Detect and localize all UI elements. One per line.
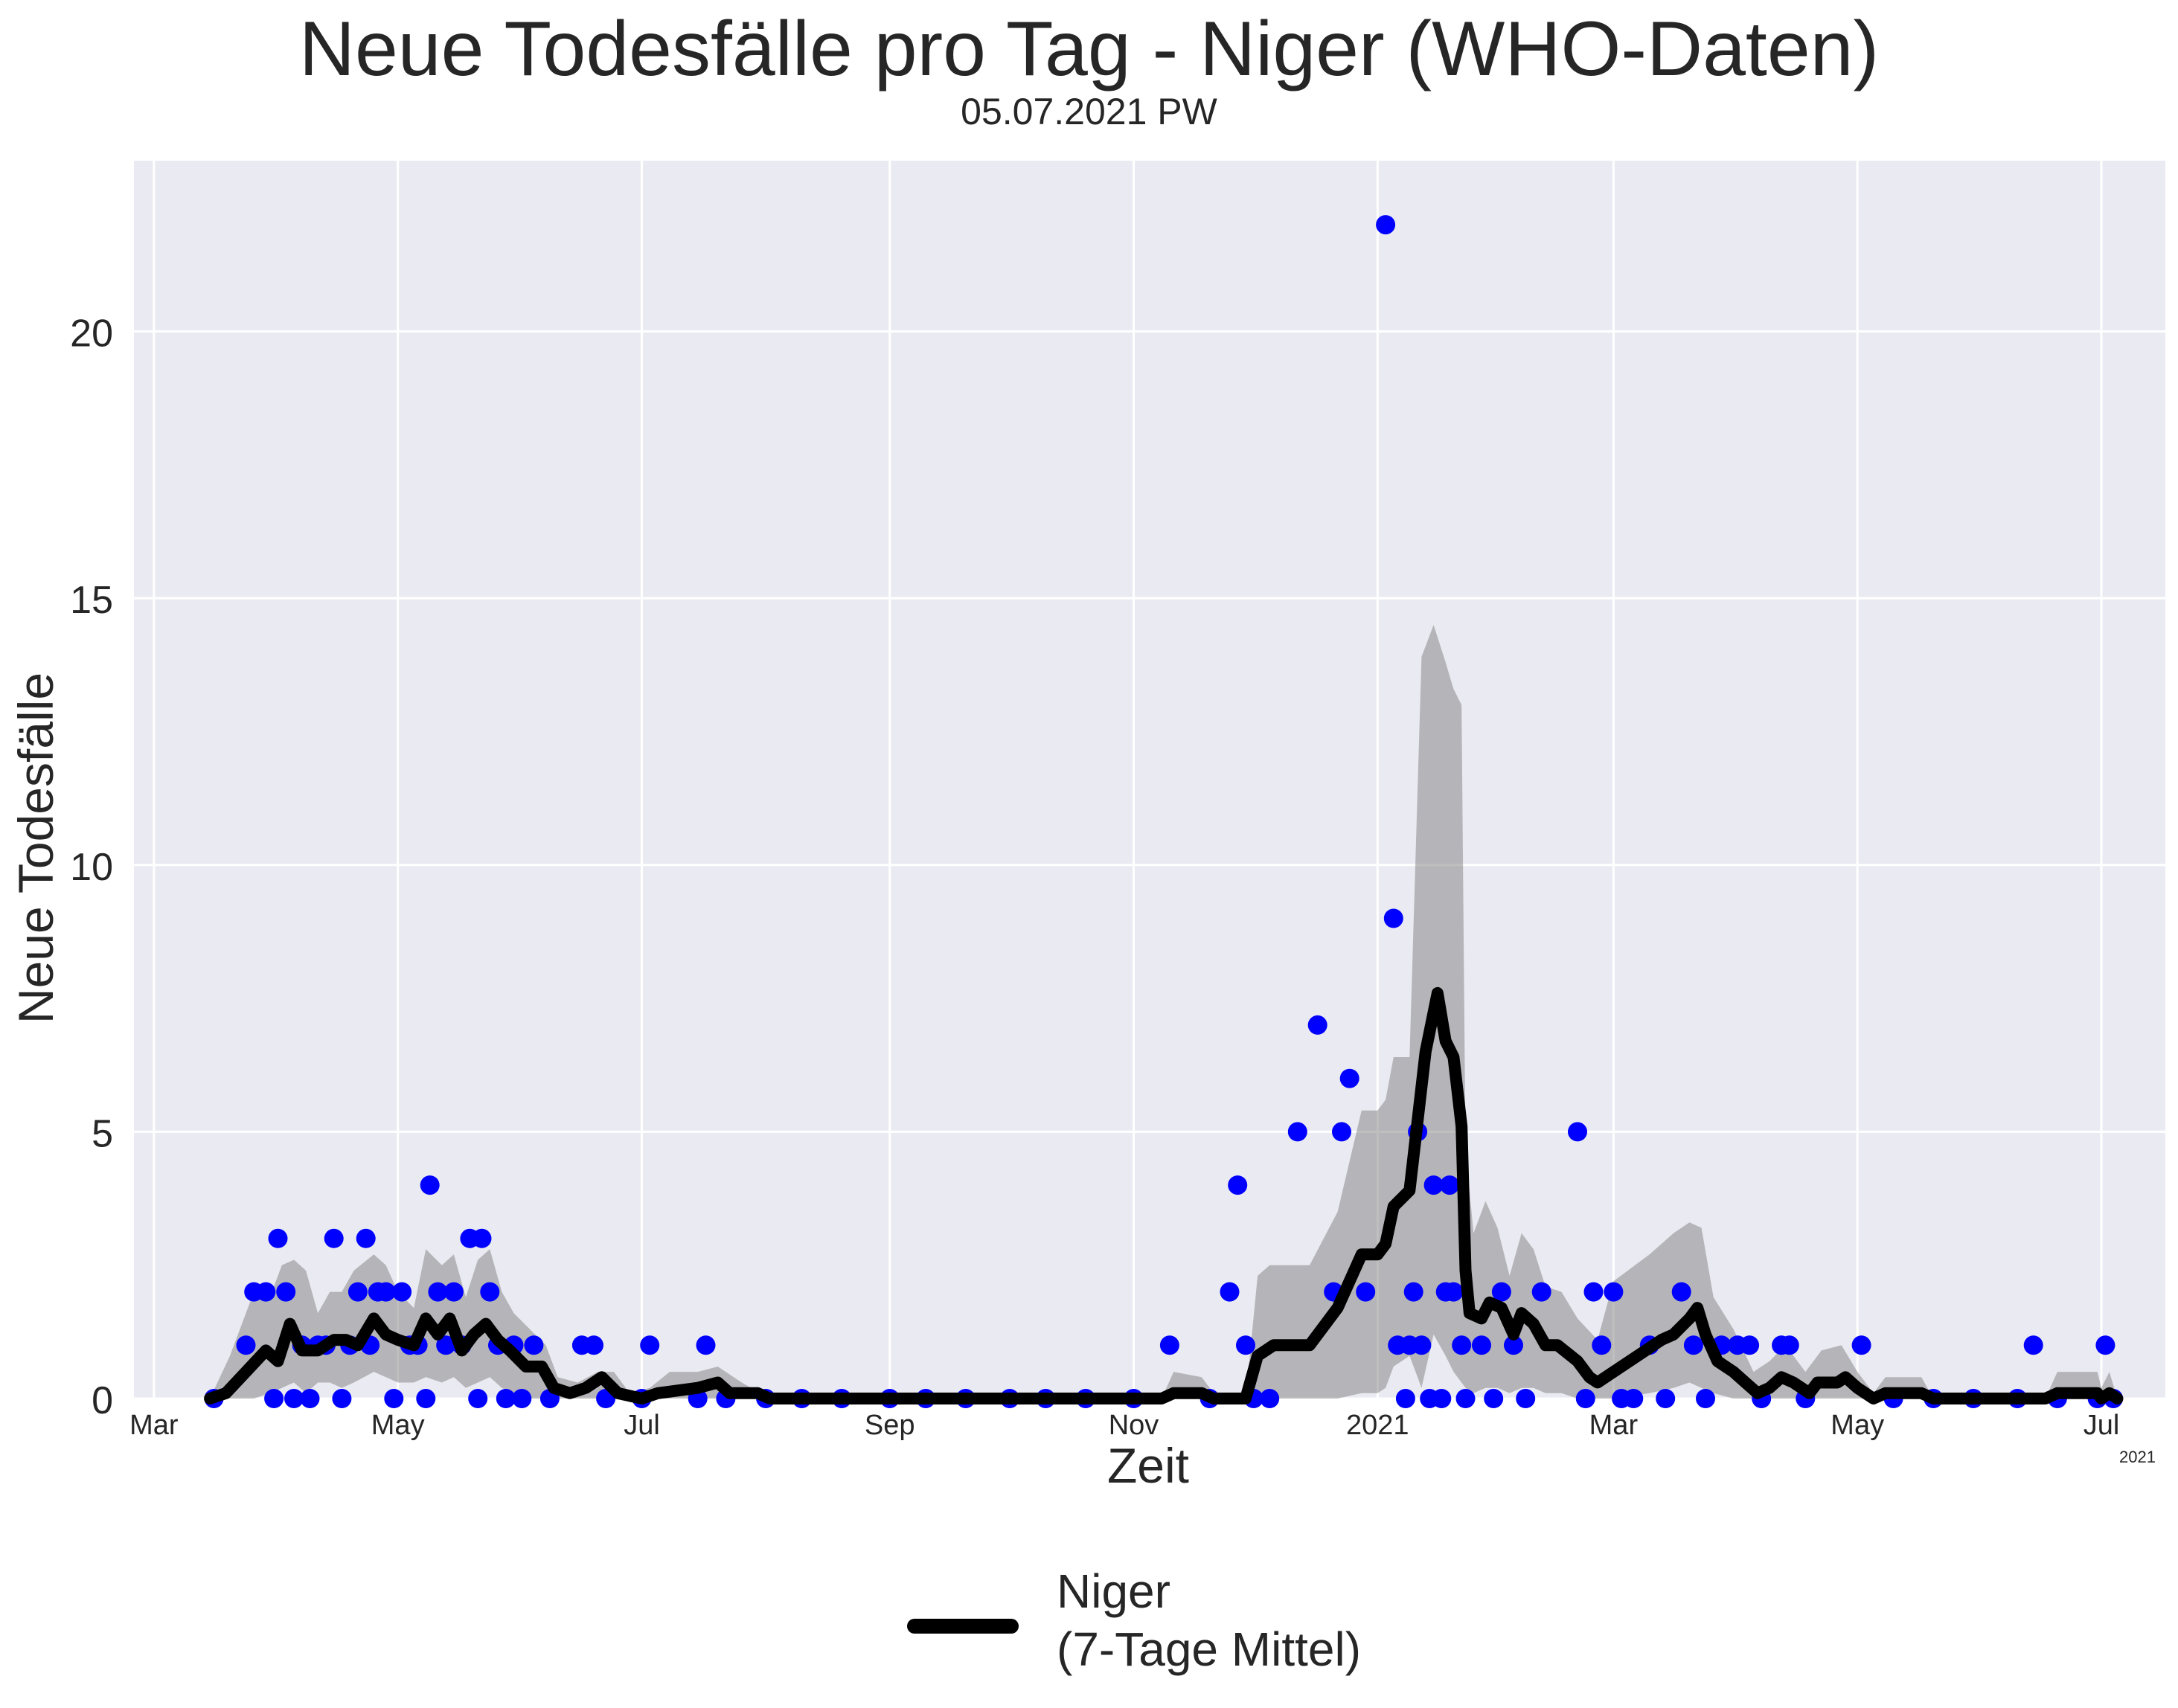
daily-point: [256, 1282, 276, 1302]
daily-point: [2023, 1335, 2043, 1355]
daily-point: [236, 1335, 256, 1355]
y-tick-label: 10: [70, 846, 113, 889]
daily-point: [392, 1282, 412, 1302]
x-tick-label: Mar: [1589, 1410, 1639, 1441]
daily-point: [472, 1228, 492, 1248]
average-line: [204, 986, 2124, 1404]
daily-point: [1339, 1068, 1359, 1088]
daily-point: [1504, 1335, 1523, 1355]
daily-point: [332, 1389, 352, 1408]
daily-point: [1516, 1389, 1536, 1408]
x-tick-label: May: [1831, 1410, 1884, 1441]
daily-point: [1307, 1015, 1327, 1035]
daily-point: [1260, 1389, 1280, 1408]
daily-point: [420, 1175, 440, 1195]
daily-point: [1656, 1389, 1676, 1408]
daily-point: [496, 1389, 516, 1408]
daily-point: [1484, 1389, 1504, 1408]
daily-point: [324, 1228, 344, 1248]
daily-point: [1671, 1282, 1691, 1302]
daily-point: [1412, 1335, 1432, 1355]
daily-point: [1403, 1282, 1423, 1302]
x-axis-offset-label: 2021: [2119, 1448, 2156, 1466]
daily-point: [384, 1389, 404, 1408]
x-tick-label: 2021: [1346, 1410, 1409, 1441]
x-tick-label: Jul: [624, 1410, 660, 1441]
daily-point: [1236, 1335, 1255, 1355]
daily-point: [1220, 1282, 1240, 1302]
y-tick-label: 0: [92, 1379, 113, 1422]
daily-point: [347, 1282, 368, 1302]
x-tick-label: Nov: [1109, 1410, 1159, 1441]
daily-point: [1228, 1175, 1248, 1195]
daily-point: [1592, 1335, 1612, 1355]
daily-point: [1376, 215, 1396, 235]
daily-point: [468, 1389, 488, 1408]
daily-point: [1583, 1282, 1604, 1302]
daily-point: [1740, 1335, 1760, 1355]
daily-point: [1452, 1335, 1472, 1355]
y-tick-label: 5: [92, 1112, 113, 1155]
daily-point: [1395, 1389, 1415, 1408]
daily-point: [1683, 1335, 1703, 1355]
daily-point: [1440, 1175, 1460, 1195]
tick-labels: 0 5 10 15 20 Mar May Jul Sep Nov 2021 Mar May Jul: [70, 312, 2119, 1441]
daily-point: [300, 1389, 320, 1408]
daily-point: [1332, 1122, 1351, 1142]
daily-point: [436, 1335, 456, 1355]
daily-point: [416, 1389, 436, 1408]
daily-point: [584, 1335, 603, 1355]
plot-area: [134, 161, 2165, 1399]
daily-point: [284, 1389, 304, 1408]
daily-point: [1383, 908, 1403, 928]
daily-point: [1604, 1282, 1624, 1302]
daily-point: [1356, 1282, 1376, 1302]
daily-point: [264, 1389, 284, 1408]
daily-point: [480, 1282, 500, 1302]
x-tick-label: May: [371, 1410, 425, 1441]
daily-point: [1444, 1282, 1464, 1302]
daily-point: [376, 1282, 396, 1302]
average-line-layer: [204, 986, 2124, 1404]
chart-subtitle: 05.07.2021 PW: [961, 91, 1217, 132]
legend-line-swatch: [907, 1619, 1019, 1634]
x-tick-label: Jul: [2083, 1410, 2120, 1441]
legend: Niger (7-Tage Mittel): [904, 1562, 1425, 1689]
daily-point: [1455, 1389, 1476, 1408]
daily-point: [696, 1335, 716, 1355]
legend-label: Niger (7-Tage Mittel): [1057, 1564, 1361, 1676]
daily-point: [512, 1389, 532, 1408]
daily-point: [1491, 1282, 1511, 1302]
y-tick-label: 15: [70, 579, 113, 622]
daily-point: [1531, 1282, 1551, 1302]
daily-point: [1159, 1335, 1179, 1355]
daily-point: [1472, 1335, 1491, 1355]
daily-point: [1432, 1389, 1452, 1408]
daily-point: [1851, 1335, 1871, 1355]
x-axis-label: Zeit: [1106, 1438, 1190, 1493]
daily-point: [1696, 1389, 1715, 1408]
daily-point: [428, 1282, 448, 1302]
daily-point: [1568, 1122, 1587, 1142]
daily-point: [2095, 1335, 2115, 1355]
daily-point: [1423, 1175, 1444, 1195]
daily-point: [443, 1282, 464, 1302]
y-tick-label: 20: [70, 312, 113, 356]
daily-point: [640, 1335, 660, 1355]
range-band-layer: [210, 625, 2118, 1399]
daily-point: [1287, 1122, 1307, 1142]
daily-point: [268, 1228, 288, 1248]
daily-point: [524, 1335, 544, 1355]
daily-point: [276, 1282, 296, 1302]
daily-point: [1624, 1389, 1644, 1408]
x-tick-label: Mar: [129, 1410, 179, 1441]
daily-point: [1575, 1389, 1595, 1408]
daily-point: [356, 1228, 376, 1248]
daily-point: [1779, 1335, 1799, 1355]
range-band: [210, 625, 2118, 1399]
x-tick-label: Sep: [865, 1410, 915, 1441]
chart-title: Neue Todesfälle pro Tag - Niger (WHO-Dat…: [298, 6, 1880, 92]
